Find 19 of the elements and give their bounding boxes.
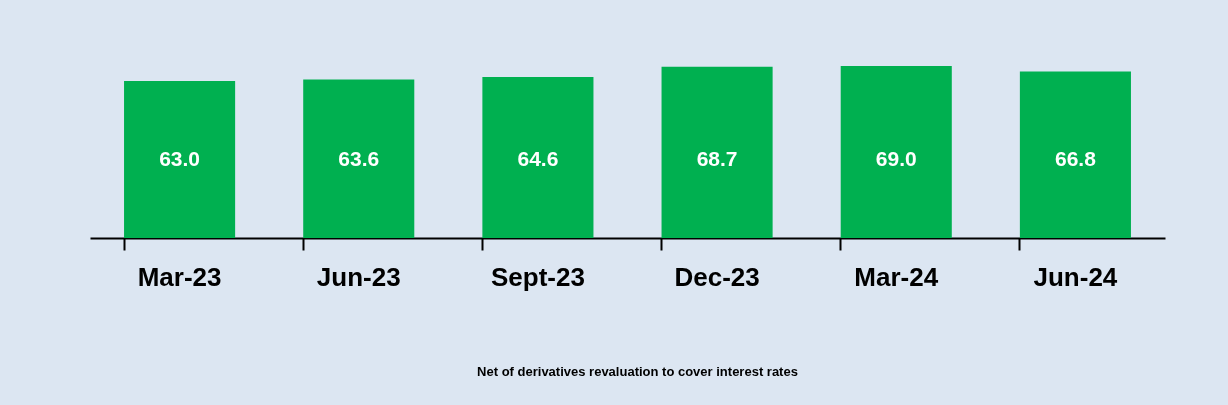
data-label: 69.0 <box>875 147 917 170</box>
data-label: 64.6 <box>517 147 559 170</box>
x-tick-label: Sept-23 <box>490 261 585 292</box>
bar <box>840 66 952 238</box>
x-tick-label: Mar-23 <box>137 261 222 292</box>
bar <box>661 66 773 238</box>
data-label: 63.0 <box>159 147 201 170</box>
x-tick-label: Dec-23 <box>674 261 760 292</box>
text: Net of derivatives revaluation to cover interest rates <box>477 364 798 379</box>
bar <box>482 76 594 238</box>
x-tick-label: Jun-24 <box>1033 261 1118 292</box>
x-tick-label: Mar-24 <box>854 261 939 292</box>
bar <box>1019 71 1131 238</box>
data-label: 63.6 <box>338 147 380 170</box>
bar <box>124 80 236 238</box>
data-label: 66.8 <box>1054 147 1097 170</box>
x-tick-label: Jun-23 <box>316 261 401 292</box>
data-label: 68.7 <box>696 147 738 170</box>
bar <box>303 79 415 238</box>
